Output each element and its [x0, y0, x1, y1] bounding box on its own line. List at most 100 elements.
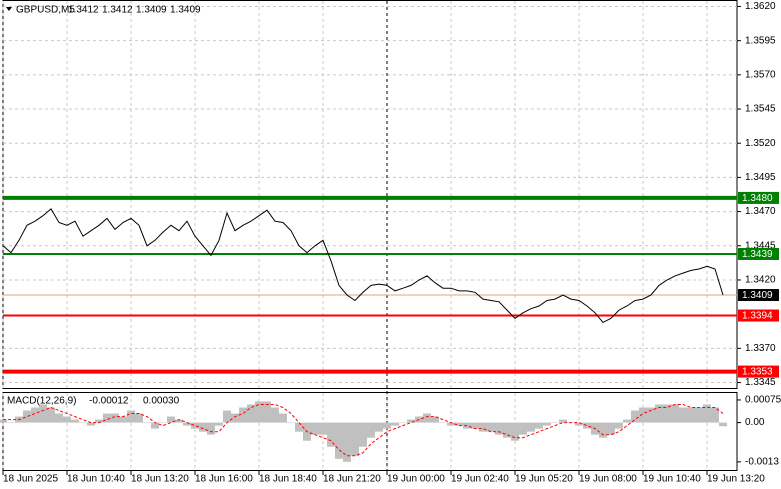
chart-title: GBPUSD,M5 — [16, 5, 75, 16]
level-label: 1.3480 — [742, 193, 773, 204]
level-label-bg — [738, 365, 779, 378]
histogram-bar — [247, 404, 255, 423]
histogram-bar — [607, 422, 615, 435]
ohlc-value: 1.3412 — [102, 5, 133, 16]
signal-line — [3, 404, 724, 457]
level-label: 1.3353 — [742, 367, 773, 378]
histogram-bar — [287, 422, 295, 424]
histogram-bar — [527, 422, 535, 432]
level-label: 1.3439 — [742, 249, 773, 260]
histogram-bar — [0, 419, 7, 423]
histogram-bar — [159, 422, 167, 424]
histogram-bar — [687, 407, 695, 423]
x-tick-label: 18 Jun 21:20 — [323, 474, 381, 485]
histogram-bar — [551, 422, 559, 424]
histogram-bar — [167, 416, 175, 423]
histogram-bar — [383, 422, 391, 429]
x-tick-label: 18 Jun 2025 — [3, 474, 58, 485]
histogram-bar — [679, 407, 687, 423]
x-tick-label: 18 Jun 10:40 — [67, 474, 125, 485]
histogram-bar — [151, 422, 159, 429]
menu-triangle — [6, 7, 12, 11]
y-tick-label: 1.3545 — [745, 104, 776, 115]
ohlc-value: 1.3409 — [136, 5, 167, 16]
x-tick-label: 19 Jun 05:20 — [515, 474, 573, 485]
histogram-bar — [103, 413, 111, 423]
histogram-bar — [631, 410, 639, 423]
x-tick-label: 19 Jun 02:40 — [451, 474, 509, 485]
histogram-bar — [295, 422, 303, 432]
histogram-bar — [327, 422, 335, 447]
histogram-bar — [471, 422, 479, 429]
indicator-value: -0.00012 — [89, 396, 129, 407]
histogram-bar — [375, 422, 383, 432]
level-label-bg — [738, 191, 779, 204]
x-tick-label: 18 Jun 18:40 — [259, 474, 317, 485]
histogram-bar — [311, 422, 319, 435]
histogram-bar — [367, 422, 375, 438]
histogram-bar — [239, 407, 247, 423]
y-tick-label: 1.3495 — [745, 172, 776, 183]
y-tick-label: 1.3570 — [745, 69, 776, 80]
histogram-bar — [143, 422, 151, 424]
histogram-bar — [87, 422, 95, 426]
ohlc-value: 1.3412 — [68, 5, 99, 16]
histogram-bar — [407, 419, 415, 423]
histogram-bar — [719, 422, 727, 427]
histogram-bar — [671, 404, 679, 423]
level-label: 1.3394 — [742, 311, 773, 322]
histogram-bar — [39, 404, 47, 423]
histogram-bar — [391, 422, 399, 426]
y-tick-label: 1.3420 — [745, 275, 776, 286]
histogram-bar — [319, 422, 327, 435]
histogram-bar — [431, 416, 439, 423]
current-price-label: 1.3409 — [742, 290, 773, 301]
histogram-bar — [231, 413, 239, 423]
histogram-bar — [183, 422, 191, 426]
histogram-bar — [439, 422, 447, 424]
y-tick-label: 1.3470 — [745, 206, 776, 217]
histogram-bar — [711, 407, 719, 423]
histogram-bar — [559, 419, 567, 423]
histogram-bar — [399, 422, 407, 424]
x-tick-label: 18 Jun 16:00 — [195, 474, 253, 485]
histogram-bar — [423, 413, 431, 423]
histogram-bar — [127, 410, 135, 423]
y-tick-label: 0.00075 — [745, 395, 781, 406]
histogram-bar — [615, 422, 623, 429]
histogram-bar — [63, 416, 71, 423]
y-tick-label: 1.3445 — [745, 240, 776, 251]
histogram-bar — [279, 413, 287, 423]
histogram-bar — [575, 422, 583, 426]
ohlc-value: 1.3409 — [170, 5, 201, 16]
x-tick-label: 19 Jun 10:40 — [643, 474, 701, 485]
y-tick-label: 1.3370 — [745, 343, 776, 354]
histogram-bar — [663, 404, 671, 423]
histogram-bar — [703, 404, 711, 423]
histogram-bar — [23, 410, 31, 423]
histogram-bar — [191, 422, 199, 429]
histogram-bar — [695, 407, 703, 423]
x-tick-label: 19 Jun 00:00 — [387, 474, 445, 485]
y-tick-label: 1.3620 — [745, 1, 776, 12]
y-tick-label: 1.3345 — [745, 377, 776, 388]
histogram-bar — [519, 422, 527, 435]
histogram-bar — [495, 422, 503, 435]
x-tick-label: 18 Jun 13:20 — [131, 474, 189, 485]
histogram-bar — [359, 422, 367, 447]
histogram-bar — [175, 419, 183, 423]
y-tick-label: 0.00 — [745, 417, 765, 428]
histogram-bar — [47, 407, 55, 423]
y-tick-label: 1.3520 — [745, 138, 776, 149]
histogram-bar — [503, 422, 511, 438]
histogram-bar — [511, 422, 519, 441]
histogram-bar — [31, 407, 39, 423]
histogram-bar — [583, 422, 591, 429]
histogram-bar — [95, 419, 103, 423]
histogram-bar — [455, 422, 463, 426]
histogram-bar — [335, 422, 343, 459]
y-tick-label: 1.3595 — [745, 35, 776, 46]
histogram-bar — [7, 422, 15, 424]
